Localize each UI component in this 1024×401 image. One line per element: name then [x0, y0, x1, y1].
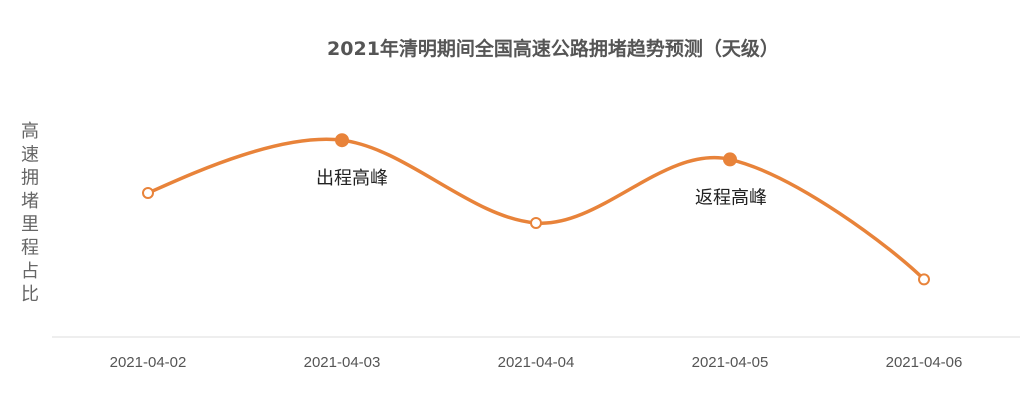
- peak-annotation: 出程高峰: [316, 168, 388, 189]
- y-axis-label-char: 拥: [21, 168, 39, 189]
- data-point[interactable]: [918, 273, 930, 286]
- chart-title: 2021年清明期间全国高速公路拥堵趋势预测（天级）: [327, 37, 779, 60]
- y-axis-label-char: 速: [21, 144, 39, 165]
- y-axis-label-char: 堵: [21, 191, 39, 212]
- data-point[interactable]: [530, 217, 542, 229]
- series-line: [147, 137, 926, 281]
- peak-annotation: 返程高峰: [695, 187, 767, 208]
- x-tick-label: 2021-04-04: [498, 354, 575, 371]
- x-tick-label: 2021-04-03: [304, 354, 381, 371]
- x-tick-label: 2021-04-06: [886, 354, 963, 371]
- y-axis-label-char: 程: [21, 238, 39, 259]
- peak-point[interactable]: [723, 152, 737, 167]
- y-axis-label-char: 高: [21, 121, 39, 142]
- y-axis-label-char: 比: [21, 284, 39, 305]
- peak-point[interactable]: [335, 133, 349, 148]
- data-point[interactable]: [142, 187, 154, 199]
- y-axis-label-char: 里: [21, 214, 39, 235]
- x-tick-label: 2021-04-05: [692, 354, 769, 371]
- x-tick-label: 2021-04-02: [110, 354, 187, 371]
- y-axis-label-char: 占: [21, 261, 39, 282]
